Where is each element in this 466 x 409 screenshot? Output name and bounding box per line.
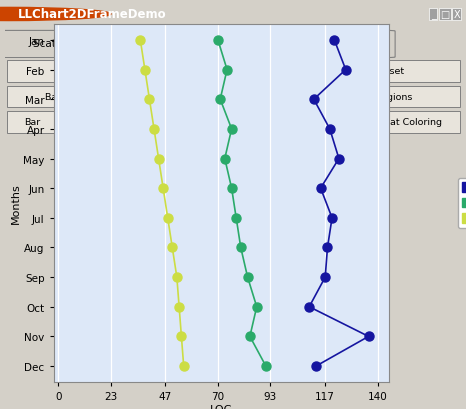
Bar — [7, 87, 163, 108]
Text: Line: Line — [212, 92, 232, 101]
Text: _: _ — [431, 10, 436, 20]
Text: LLChart2DFrameDemo: LLChart2DFrameDemo — [18, 9, 166, 21]
Text: Monthly LOC Programmed: Monthly LOC Programmed — [156, 147, 310, 160]
FancyBboxPatch shape — [240, 31, 395, 58]
Bar — [185, 112, 318, 133]
FancyBboxPatch shape — [0, 31, 135, 58]
Text: Filled Line True Stacked: Filled Line True Stacked — [64, 67, 175, 76]
Bar — [62, 112, 181, 133]
Y-axis label: Months: Months — [10, 183, 21, 224]
Bar — [281, 87, 460, 108]
Bar — [322, 112, 460, 133]
Text: Bar True Stacked: Bar True Stacked — [45, 92, 125, 101]
Text: Bar with Regions: Bar with Regions — [82, 118, 162, 127]
Text: Line with Regions: Line with Regions — [329, 92, 412, 101]
Text: Line with Large Dataset: Line with Large Dataset — [291, 67, 404, 76]
Text: □: □ — [440, 10, 450, 20]
Bar — [167, 87, 277, 108]
Bar — [7, 61, 232, 83]
Text: Bar with Cat Coloring: Bar with Cat Coloring — [341, 118, 441, 127]
Text: X: X — [453, 10, 460, 20]
Text: Scatter / Dot: Scatter / Dot — [33, 38, 99, 48]
Text: Standard Overlay: Standard Overlay — [272, 38, 363, 48]
X-axis label: LOC: LOC — [210, 404, 233, 409]
Bar — [7, 112, 58, 133]
FancyBboxPatch shape — [116, 31, 258, 58]
Text: Bar with Trend Line: Bar with Trend Line — [206, 118, 297, 127]
Legend: 2001, 2000, 1999: 2001, 2000, 1999 — [458, 179, 466, 228]
Bar — [235, 61, 460, 83]
Circle shape — [0, 8, 111, 22]
Text: Line and Dot: Line and Dot — [150, 38, 225, 48]
Text: Bar: Bar — [24, 118, 41, 127]
